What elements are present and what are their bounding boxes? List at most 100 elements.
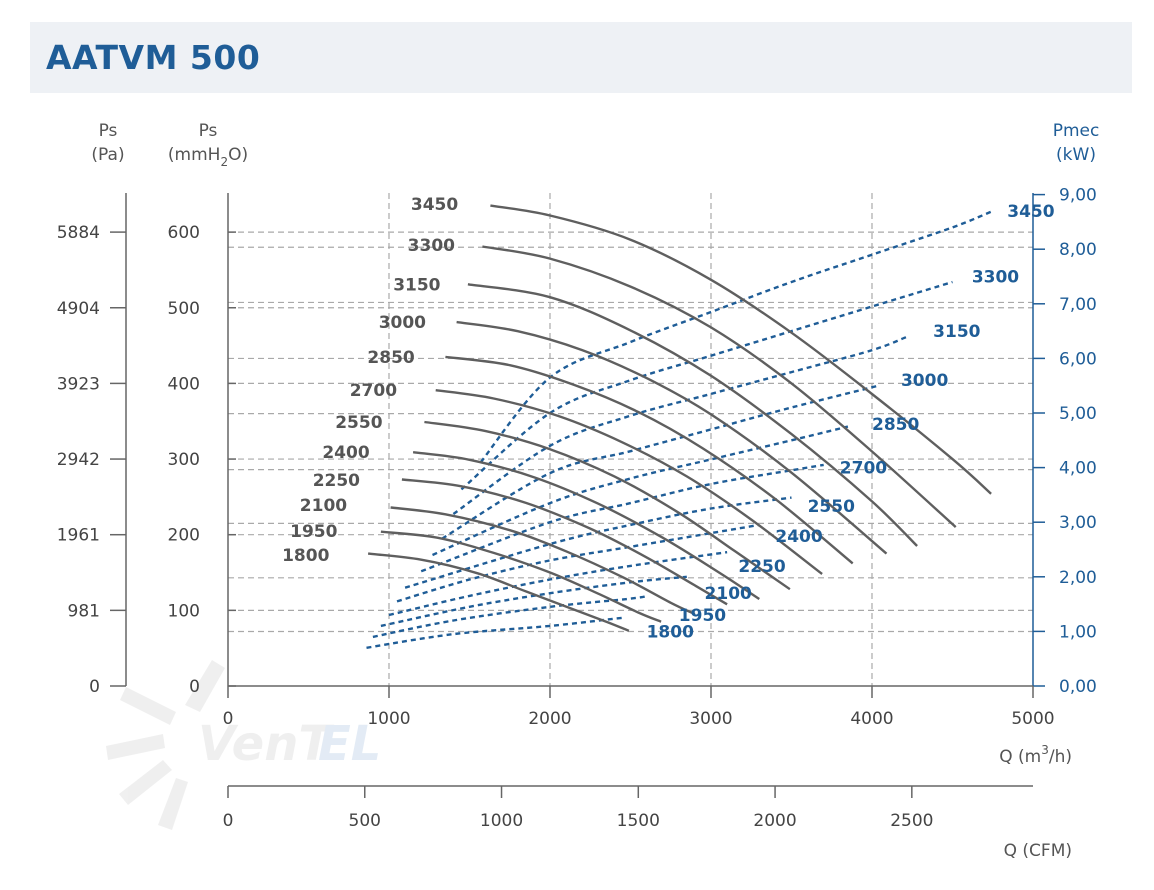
pressure-curve-2850 [445, 355, 854, 565]
grid-lines [228, 193, 1033, 686]
power-curve-1800 [366, 616, 623, 649]
power-curve-3150 [452, 335, 908, 515]
mm-tick-label: 500 [168, 299, 200, 319]
pressure-curves [367, 204, 992, 632]
kw-tick-label: 0,00 [1059, 677, 1097, 697]
power-label-2400: 2400 [775, 527, 822, 547]
x-tick-label: 2000 [528, 709, 571, 729]
kw-tick-label: 6,00 [1059, 349, 1097, 369]
svg-text:VenT: VenT [198, 716, 334, 772]
pressure-curve-2400 [412, 451, 760, 601]
mm-tick-label: 400 [168, 374, 200, 394]
x-tick-label: 4000 [850, 709, 893, 729]
pressure-curve-1800 [367, 552, 630, 632]
tick-labels: 0 0 100 981 200 1961 300 2942 400 3923 500 4904 600 5… [57, 186, 1097, 831]
pressure-label-2850: 2850 [367, 348, 414, 368]
pa-tick-label: 4904 [57, 299, 100, 319]
x-axis-cfm-label: Q (CFM) [1004, 841, 1072, 861]
power-label-1800: 1800 [647, 622, 694, 642]
svg-text:EL: EL [318, 716, 381, 772]
pa-tick-label: 2942 [57, 450, 100, 470]
kw-tick-label: 9,00 [1059, 186, 1097, 206]
title-bar: AATVM 500 [30, 22, 1132, 93]
power-label-2250: 2250 [738, 557, 785, 577]
kw-tick-label: 3,00 [1059, 513, 1097, 533]
pa-tick-label: 1961 [57, 526, 100, 546]
pressure-curve-1950 [380, 530, 662, 623]
pa-tick-label: 5884 [57, 223, 100, 243]
kw-tick-label: 1,00 [1059, 622, 1097, 642]
pa-tick-label: 3923 [57, 374, 100, 394]
pressure-label-2250: 2250 [313, 471, 360, 491]
mmh2o-axis-label: Ps [199, 121, 218, 141]
cfm-tick-label: 2000 [753, 811, 796, 831]
mm-tick-label: 300 [168, 450, 200, 470]
power-curve-3000 [441, 384, 879, 540]
x-tick-label: 3000 [689, 709, 732, 729]
pressure-label-3150: 3150 [393, 275, 440, 295]
kw-tick-label: 8,00 [1059, 240, 1097, 260]
power-curve-2850 [432, 425, 849, 557]
power-label-1950: 1950 [679, 606, 726, 626]
cfm-tick-label: 1000 [480, 811, 523, 831]
power-curve-2100 [380, 575, 687, 628]
pressure-curve-3450 [490, 204, 992, 495]
pressure-label-2550: 2550 [335, 413, 382, 433]
power-curve-2250 [388, 551, 728, 617]
pa-tick-label: 981 [68, 601, 100, 621]
x-tick-label: 5000 [1011, 709, 1054, 729]
pa-axis-label: Ps [99, 121, 118, 141]
kw-axis-unit: (kW) [1056, 145, 1096, 165]
power-label-2700: 2700 [840, 459, 887, 479]
pa-tick-label: 0 [89, 677, 100, 697]
mmh2o-axis-header: Ps (mmH2O) [168, 121, 248, 169]
pressure-curve-2100 [390, 506, 696, 616]
tick-marks [110, 193, 1045, 798]
kw-tick-label: 2,00 [1059, 568, 1097, 588]
power-label-2550: 2550 [808, 497, 855, 517]
mm-tick-label: 0 [189, 677, 200, 697]
pressure-label-1950: 1950 [290, 522, 337, 542]
pressure-label-2100: 2100 [300, 496, 347, 516]
pressure-curve-3300 [482, 245, 957, 528]
kw-axis-header: Pmec (kW) [1053, 121, 1100, 165]
x-tick-label: 0 [223, 709, 234, 729]
pressure-curve-3000 [456, 320, 888, 555]
pressure-label-1800: 1800 [282, 546, 329, 566]
chart-title: AATVM 500 [46, 38, 261, 77]
mm-tick-label: 600 [168, 223, 200, 243]
power-curve-1950 [372, 594, 647, 639]
curve-labels: 3450 3300 3150 3000 2850 2700 2550 2400 2250 2100… [282, 195, 1055, 642]
pressure-label-3000: 3000 [379, 313, 426, 333]
kw-tick-label: 5,00 [1059, 404, 1097, 424]
power-label-3000: 3000 [901, 371, 948, 391]
pressure-curve-2250 [401, 478, 728, 606]
cfm-tick-label: 0 [223, 811, 234, 831]
power-label-2850: 2850 [872, 415, 919, 435]
cfm-tick-label: 2500 [890, 811, 933, 831]
pressure-label-2400: 2400 [322, 443, 369, 463]
cfm-tick-label: 1500 [617, 811, 660, 831]
x-axis-m3h-label: Q (m3/h) [999, 743, 1072, 767]
pressure-curve-3150 [467, 283, 918, 547]
mmh2o-axis-unit: (mmH2O) [168, 145, 248, 169]
x-tick-label: 1000 [367, 709, 410, 729]
pressure-label-3300: 3300 [408, 236, 455, 256]
mm-tick-label: 100 [168, 601, 200, 621]
pressure-curve-2550 [424, 420, 791, 591]
cfm-tick-label: 500 [349, 811, 381, 831]
power-label-2100: 2100 [705, 584, 752, 604]
pressure-curve-2700 [435, 389, 823, 575]
mm-tick-label: 200 [168, 526, 200, 546]
pa-axis-unit: (Pa) [91, 145, 124, 165]
power-curve-2550 [404, 496, 792, 589]
pa-axis-header: Ps (Pa) [91, 121, 124, 165]
ventel-watermark-logo: VenT EL [106, 660, 381, 830]
kw-tick-label: 4,00 [1059, 459, 1097, 479]
kw-tick-label: 7,00 [1059, 295, 1097, 315]
power-label-3300: 3300 [972, 268, 1019, 288]
power-label-3150: 3150 [933, 322, 980, 342]
kw-axis-label: Pmec [1053, 121, 1100, 141]
power-label-3450: 3450 [1007, 202, 1054, 222]
